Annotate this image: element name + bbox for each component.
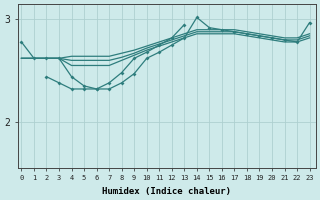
X-axis label: Humidex (Indice chaleur): Humidex (Indice chaleur) [102, 187, 231, 196]
